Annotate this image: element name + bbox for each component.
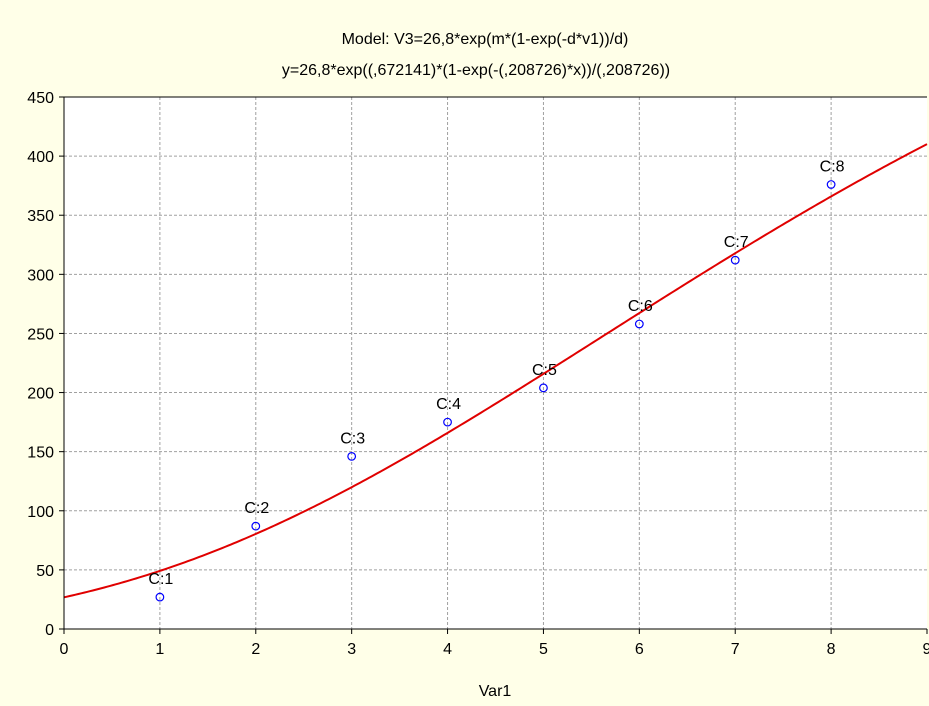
x-tick-label: 8 [827,641,836,658]
point-label: C:3 [340,430,365,447]
x-axis-label: Var1 [479,683,512,700]
x-axis-ticks: 0 1 2 3 4 5 6 7 8 9 [60,629,929,658]
y-tick-label: 450 [27,90,54,107]
point-label: C:8 [820,158,845,175]
model-curve [63,143,928,599]
y-tick-label: 200 [27,386,54,403]
x-tick-label: 9 [923,641,929,658]
chart-subtitle: y=26,8*exp((,672141)*(1-exp(-(,208726)*x… [282,62,670,79]
grid [64,97,927,629]
point-labels: C:1 C:2 C:3 C:4 C:5 C:6 C:7 C:8 [148,158,844,588]
y-tick-label: 250 [27,326,54,343]
point-label: C:1 [148,571,173,588]
data-point [539,383,548,393]
x-tick-label: 6 [635,641,644,658]
y-tick-label: 100 [27,504,54,521]
model-curve-layer [63,143,928,599]
y-axis-ticks: 0 50 100 150 200 250 300 350 400 450 [27,90,64,639]
data-point [347,451,357,461]
point-label: C:4 [436,396,461,413]
x-tick-label: 5 [539,641,548,658]
plot-area [64,97,927,629]
point-label: C:2 [244,500,269,517]
x-tick-label: 7 [731,641,740,658]
y-tick-label: 400 [27,149,54,166]
point-label: C:6 [628,298,653,315]
x-tick-label: 3 [347,641,356,658]
x-tick-label: 2 [251,641,260,658]
data-point [155,592,165,602]
x-tick-label: 1 [155,641,164,658]
data-point [634,319,644,329]
point-label: C:7 [724,234,749,251]
y-tick-label: 300 [27,267,54,284]
data-points [155,180,836,602]
data-point [826,180,836,189]
x-tick-label: 0 [60,641,69,658]
x-tick-label: 4 [443,641,452,658]
y-tick-label: 0 [45,622,54,639]
y-tick-label: 50 [36,563,54,580]
data-point [251,521,261,531]
y-tick-label: 350 [27,208,54,225]
axes [63,96,927,630]
chart-title: Model: V3=26,8*exp(m*(1-exp(-d*v1))/d) [342,31,629,48]
y-tick-label: 150 [27,445,54,462]
data-point [730,255,740,265]
point-label: C:5 [532,362,557,379]
data-point [443,417,452,427]
